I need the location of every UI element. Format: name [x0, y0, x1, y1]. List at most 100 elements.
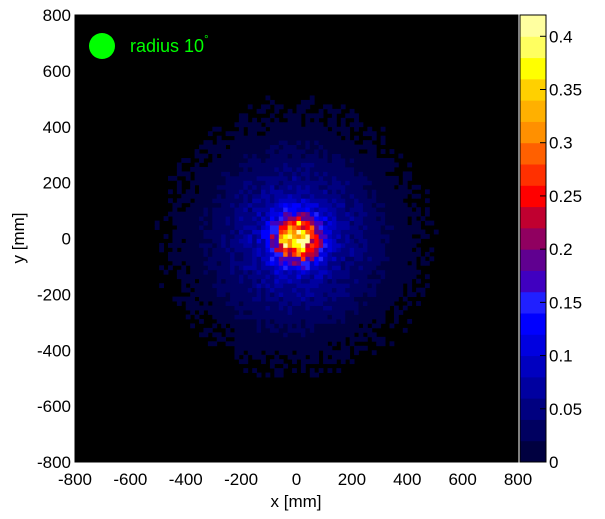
heatmap-cell	[274, 126, 280, 132]
heatmap-cell	[305, 301, 311, 306]
heatmap-cell	[349, 238, 355, 244]
heatmap-cell	[327, 108, 333, 114]
heatmap-cell	[371, 216, 377, 222]
heatmap-cell	[269, 283, 275, 289]
heatmap-cell	[256, 189, 262, 195]
heatmap-cell	[411, 269, 417, 275]
heatmap-cell	[278, 158, 284, 163]
heatmap-cell	[274, 104, 280, 110]
heatmap-cell	[323, 180, 328, 186]
heatmap-cell	[287, 220, 293, 226]
heatmap-cell	[278, 359, 284, 365]
heatmap-cell	[358, 274, 364, 280]
heatmap-cell	[287, 171, 293, 177]
heatmap-cell	[176, 251, 182, 257]
heatmap-cell	[345, 354, 351, 360]
heatmap-cell	[296, 162, 302, 168]
heatmap-cell	[252, 149, 258, 154]
heatmap-cell	[336, 256, 342, 262]
heatmap-cell	[345, 220, 351, 226]
heatmap-cell	[296, 301, 302, 306]
heatmap-cell	[261, 314, 266, 320]
heatmap-cell	[305, 234, 311, 239]
heatmap-cell	[327, 368, 333, 373]
heatmap-cell	[345, 198, 351, 204]
heatmap-cell	[300, 104, 306, 110]
heatmap-cell	[314, 220, 320, 226]
heatmap-cell	[216, 149, 222, 154]
heatmap-cell	[305, 359, 311, 365]
heatmap-cell	[225, 153, 231, 159]
heatmap-cell	[221, 216, 227, 222]
heatmap-cell	[318, 126, 324, 132]
heatmap-cell	[225, 193, 231, 199]
heatmap-cell	[380, 162, 386, 168]
heatmap-cell	[371, 256, 377, 262]
heatmap-cell	[225, 341, 231, 347]
heatmap-cell	[265, 140, 271, 146]
heatmap-cell	[327, 153, 333, 159]
heatmap-cell	[274, 265, 280, 271]
heatmap-cell	[283, 207, 289, 213]
heatmap-cell	[256, 301, 262, 306]
heatmap-cell	[349, 287, 355, 293]
heatmap-cell	[327, 225, 333, 230]
heatmap-cell	[234, 323, 240, 329]
heatmap-cell	[309, 225, 315, 230]
heatmap-cell	[238, 216, 244, 222]
heatmap-cell	[256, 184, 262, 190]
heatmap-cell	[327, 318, 333, 324]
heatmap-cell	[283, 202, 289, 208]
heatmap-cell	[278, 131, 284, 137]
heatmap-cell	[362, 301, 368, 306]
heatmap-cell	[354, 278, 359, 284]
heatmap-cell	[385, 265, 390, 271]
heatmap-cell	[287, 229, 293, 235]
heatmap-cell	[234, 225, 240, 230]
heatmap-cell	[278, 310, 284, 315]
heatmap-cell	[371, 336, 377, 342]
heatmap-cell	[407, 287, 413, 293]
heatmap-cell	[411, 260, 417, 266]
heatmap-cell	[424, 234, 430, 239]
heatmap-cell	[159, 247, 164, 253]
heatmap-cell	[283, 220, 289, 226]
heatmap-cell	[309, 184, 315, 190]
heatmap-cell	[287, 149, 293, 154]
heatmap-cell	[376, 193, 382, 199]
heatmap-cell	[309, 171, 315, 177]
heatmap-cell	[230, 216, 235, 222]
heatmap-cell	[238, 211, 244, 217]
heatmap-cell	[252, 198, 258, 204]
heatmap-cell	[203, 225, 209, 230]
heatmap-cell	[287, 207, 293, 213]
heatmap-cell	[323, 260, 328, 266]
heatmap-cell	[314, 144, 320, 150]
heatmap-cell	[336, 242, 342, 248]
heatmap-cell	[349, 314, 355, 320]
heatmap-cell	[411, 274, 417, 280]
heatmap-cell	[349, 265, 355, 271]
heatmap-cell	[380, 310, 386, 315]
heatmap-cell	[278, 278, 284, 284]
heatmap-cell	[292, 207, 297, 213]
heatmap-cell	[340, 216, 346, 222]
heatmap-cell	[362, 310, 368, 315]
heatmap-cell	[340, 104, 346, 110]
heatmap-cell	[274, 314, 280, 320]
heatmap-cell	[393, 216, 399, 222]
heatmap-cell	[389, 220, 395, 226]
heatmap-cell	[354, 283, 359, 289]
heatmap-cell	[203, 327, 209, 333]
heatmap-cell	[354, 202, 359, 208]
heatmap-cell	[225, 274, 231, 280]
heatmap-cell	[416, 193, 421, 199]
colorbar-segment	[520, 419, 546, 442]
heatmap-cell	[331, 305, 337, 311]
colorbar-segment	[520, 185, 546, 208]
heatmap-cell	[327, 247, 333, 253]
heatmap-cell	[362, 180, 368, 186]
heatmap-cell	[172, 211, 178, 217]
heatmap-cell	[305, 220, 311, 226]
heatmap-cell	[225, 278, 231, 284]
